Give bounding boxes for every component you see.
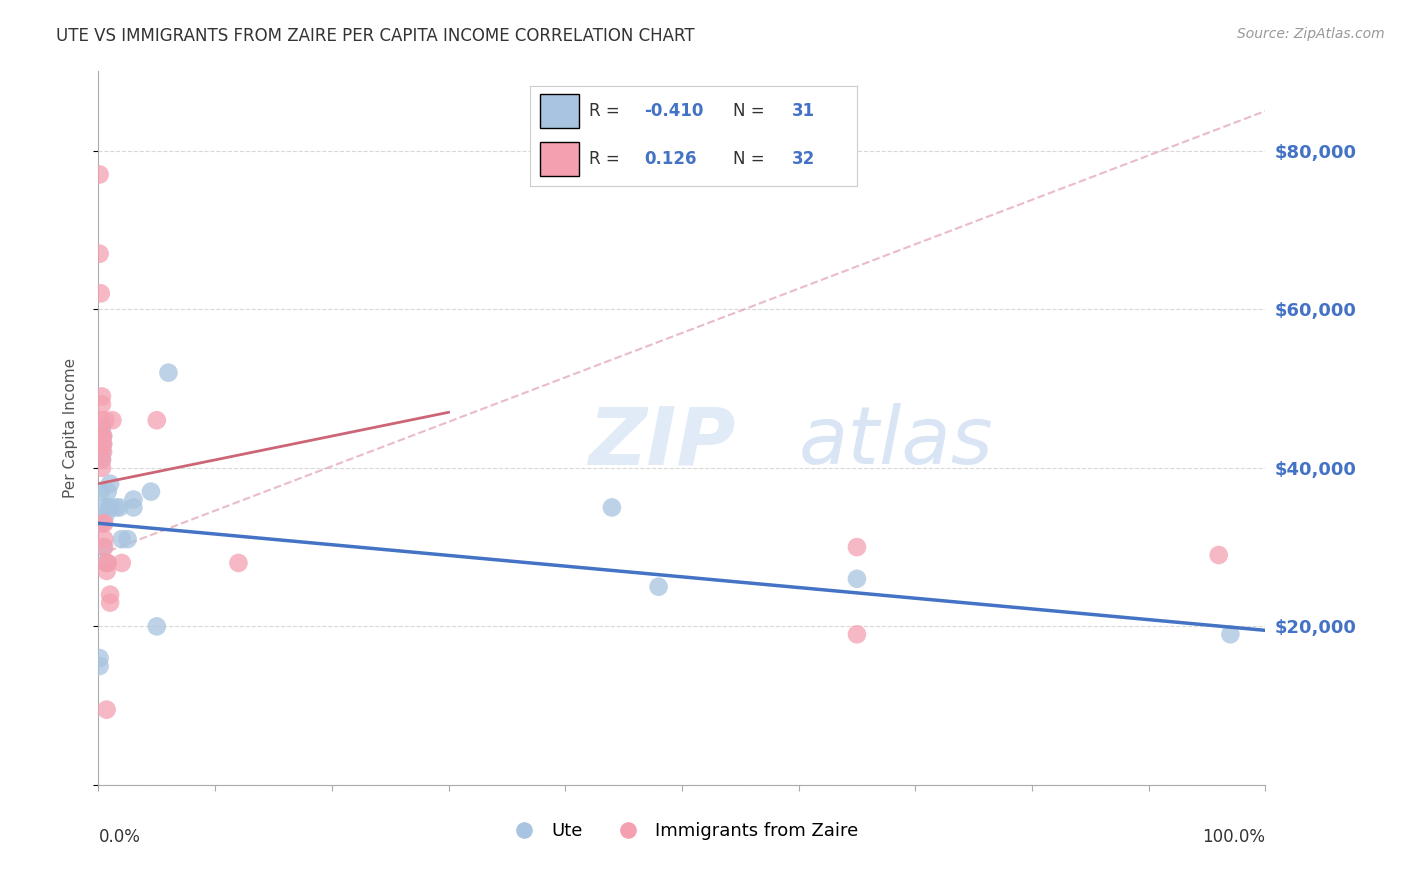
Point (96, 556, 118, 570)
Point (90, 429, 112, 443)
Point (90, 437, 112, 451)
Point (90, 429, 112, 443)
Point (91, 429, 114, 443)
Point (111, 532, 134, 546)
Point (90, 453, 112, 467)
Point (97, 484, 120, 499)
Point (111, 556, 134, 570)
Text: ZIP: ZIP (589, 403, 735, 482)
Point (97, 500, 120, 515)
Point (90, 389, 112, 403)
Point (846, 627, 869, 641)
Point (90, 413, 112, 427)
Legend: Ute, Immigrants from Zaire: Ute, Immigrants from Zaire (499, 815, 865, 847)
Point (228, 556, 250, 570)
Point (846, 540, 869, 554)
Point (146, 413, 169, 427)
Point (90, 460, 112, 475)
Point (89, 168, 111, 182)
Point (108, 500, 131, 515)
Point (96, 564, 118, 578)
Point (647, 580, 669, 594)
Point (89, 651, 111, 665)
Point (96, 703, 118, 717)
Point (98, 588, 121, 602)
Point (1219, 627, 1241, 641)
Point (93, 500, 115, 515)
Point (1208, 548, 1230, 562)
Point (90, 484, 112, 499)
Point (97, 556, 120, 570)
Point (90, 453, 112, 467)
Point (89, 246, 111, 260)
Text: atlas: atlas (799, 403, 994, 482)
Point (91, 437, 114, 451)
Point (91, 516, 114, 531)
Point (91, 437, 114, 451)
Point (91, 429, 114, 443)
Point (122, 492, 145, 507)
Point (90, 429, 112, 443)
Point (91, 540, 114, 554)
Point (93, 540, 115, 554)
Point (90, 397, 112, 411)
Point (90, 516, 112, 531)
Point (98, 500, 121, 515)
Text: 100.0%: 100.0% (1202, 828, 1265, 846)
Point (96, 556, 118, 570)
Point (89, 659, 111, 673)
Point (94, 413, 117, 427)
Point (101, 413, 124, 427)
Point (146, 619, 169, 633)
Point (122, 500, 145, 515)
Point (90, 286, 112, 301)
Point (117, 532, 139, 546)
Point (90, 445, 112, 459)
Point (104, 500, 127, 515)
Point (93, 532, 115, 546)
Point (91, 445, 114, 459)
Point (600, 500, 623, 515)
Point (846, 572, 869, 586)
Point (139, 484, 162, 499)
Point (94, 508, 117, 523)
Point (93, 516, 115, 531)
Point (90, 421, 112, 435)
Text: Source: ZipAtlas.com: Source: ZipAtlas.com (1237, 27, 1385, 41)
Point (98, 596, 121, 610)
Text: UTE VS IMMIGRANTS FROM ZAIRE PER CAPITA INCOME CORRELATION CHART: UTE VS IMMIGRANTS FROM ZAIRE PER CAPITA … (56, 27, 695, 45)
Y-axis label: Per Capita Income: Per Capita Income (63, 358, 77, 499)
Point (157, 366, 180, 380)
Point (98, 476, 121, 491)
Text: 0.0%: 0.0% (98, 828, 141, 846)
